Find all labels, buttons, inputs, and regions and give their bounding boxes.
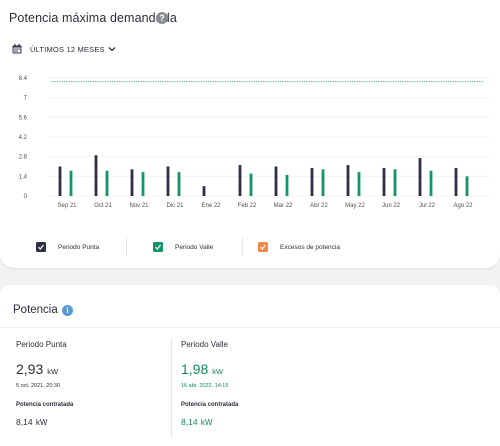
y-tick-label: 7 [24, 96, 28, 102]
y-tick-label: 8.4 [19, 76, 28, 82]
power-bar-chart: 0 1.4 2.8 4.2 5.6 7 8.4 Sep 21 Oct 21 Nov 21 Dic 2… [19, 76, 490, 209]
y-tick-label: 5.6 [19, 115, 28, 121]
checkbox-icon [153, 242, 163, 252]
x-tick-label: Feb 22 [238, 203, 257, 209]
legend-divider [242, 238, 243, 256]
bar-punta [274, 166, 278, 196]
bar-valle [465, 176, 469, 196]
calendar-icon [12, 44, 22, 54]
bar-valle [285, 174, 289, 196]
valle-column: Periodo Valle 1,98 kW 16 abr. 2022, 14:15… [181, 340, 238, 427]
bar-punta [310, 167, 314, 196]
max-power-date: 16 abr. 2022, 14:15 [181, 383, 229, 389]
legend-label: Excesos de potencia [280, 243, 340, 251]
y-tick-label: 2.8 [19, 155, 28, 161]
x-tick-label: Ene 22 [201, 203, 221, 209]
x-tick-label: Jun 22 [382, 203, 401, 209]
contracted-value: 8,14 kW [181, 417, 238, 427]
x-tick-label: Sep 21 [57, 203, 77, 209]
value: 8,14 [181, 417, 198, 427]
bar-punta [58, 166, 62, 196]
contracted-value: 8,14 kW [16, 417, 73, 427]
max-power-card: Potencia máxima demandada ? ÚLTIMOS 12 M… [0, 0, 500, 268]
x-tick-label: Mar 22 [274, 203, 293, 209]
max-power-date: 5 oct. 2021, 20:30 [16, 383, 61, 389]
potencia-card: Potencia i Periodo Punta 2,93 kW 5 oct. 2… [0, 285, 500, 446]
unit: kW [200, 418, 213, 427]
bar-valle [69, 170, 73, 196]
section-title: Potencia [13, 304, 58, 316]
bar-punta [166, 166, 170, 196]
unit: kW [212, 367, 224, 376]
bar-punta [202, 186, 206, 196]
range-dropdown[interactable]: ÚLTIMOS 12 MESES [12, 44, 116, 54]
column-divider [171, 338, 172, 438]
bar-valle [249, 173, 253, 196]
max-power-value: 1,98 kW [181, 361, 238, 377]
unit: kW [35, 418, 48, 427]
legend-label: Periodo Valle [175, 243, 214, 251]
bar-punta [346, 165, 350, 196]
x-tick-label: Dic 21 [166, 203, 184, 209]
contracted-label: Potencia contratada [16, 402, 74, 408]
punta-column: Periodo Punta 2,93 kW 5 oct. 2021, 20:30 … [16, 340, 73, 427]
legend-divider [126, 238, 127, 256]
card-title: Potencia máxima demandada [9, 11, 177, 25]
x-tick-label: Nov 21 [129, 203, 149, 209]
value: 1,98 [181, 361, 209, 377]
bar-valle [357, 172, 361, 196]
x-tick-label: Jul 22 [419, 203, 436, 209]
help-icon[interactable]: ? [156, 12, 168, 24]
bar-punta [238, 165, 242, 196]
bar-punta [94, 155, 98, 196]
contracted-label: Potencia contratada [181, 402, 239, 408]
chevron-down-icon [108, 47, 116, 52]
bar-punta [382, 167, 386, 196]
bar-punta [130, 169, 134, 196]
legend-label: Periodo Punta [58, 243, 100, 251]
checkbox-icon [258, 242, 268, 252]
y-tick-label: 1.4 [19, 174, 28, 180]
x-tick-label: Abr 22 [310, 203, 328, 209]
bar-valle [321, 169, 325, 196]
legend-item-punta[interactable]: Periodo Punta [36, 236, 99, 258]
value: 8,14 [16, 417, 33, 427]
value: 2,93 [16, 361, 44, 377]
bar-valle [105, 170, 109, 196]
bar-valle [393, 169, 397, 196]
max-power-value: 2,93 kW [16, 361, 73, 377]
info-icon[interactable]: i [62, 305, 73, 316]
checkbox-icon [36, 242, 46, 252]
bar-valle [177, 172, 181, 196]
legend-item-valle[interactable]: Periodo Valle [153, 236, 213, 258]
legend-item-excesos[interactable]: Excesos de potencia [258, 236, 340, 258]
x-tick-label: Oct 21 [94, 203, 112, 209]
bar-punta [454, 167, 458, 196]
bar-valle [429, 170, 433, 196]
divider [0, 327, 500, 328]
x-tick-label: May 22 [345, 203, 365, 209]
x-tick-label: Ago 22 [453, 203, 473, 209]
period-label: Periodo Punta [16, 340, 67, 349]
bar-punta [418, 158, 422, 196]
range-label: ÚLTIMOS 12 MESES [30, 44, 105, 54]
y-tick-label: 4.2 [19, 135, 28, 141]
bar-valle [141, 172, 145, 196]
unit: kW [47, 367, 59, 376]
period-label: Periodo Valle [181, 340, 228, 349]
y-tick-label: 0 [24, 194, 28, 200]
chart-legend: Periodo Punta Periodo Valle Excesos de p… [0, 236, 500, 258]
